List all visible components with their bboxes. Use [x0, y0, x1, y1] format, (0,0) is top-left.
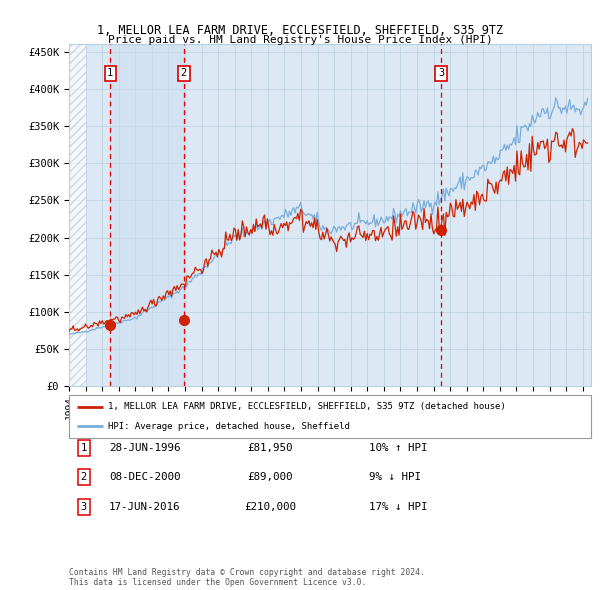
- Bar: [69, 44, 86, 386]
- Bar: [69, 44, 86, 386]
- Text: 1: 1: [107, 68, 113, 78]
- Text: 2: 2: [80, 473, 87, 482]
- Text: 3: 3: [438, 68, 445, 78]
- Text: 08-DEC-2000: 08-DEC-2000: [109, 473, 181, 482]
- Text: 28-JUN-1996: 28-JUN-1996: [109, 443, 181, 453]
- Text: 2: 2: [181, 68, 187, 78]
- Text: 17-JUN-2016: 17-JUN-2016: [109, 502, 181, 512]
- Text: £89,000: £89,000: [247, 473, 293, 482]
- Text: 17% ↓ HPI: 17% ↓ HPI: [369, 502, 428, 512]
- Text: Price paid vs. HM Land Registry's House Price Index (HPI): Price paid vs. HM Land Registry's House …: [107, 35, 493, 45]
- Text: £210,000: £210,000: [244, 502, 296, 512]
- Text: HPI: Average price, detached house, Sheffield: HPI: Average price, detached house, Shef…: [108, 422, 350, 431]
- Text: Contains HM Land Registry data © Crown copyright and database right 2024.
This d: Contains HM Land Registry data © Crown c…: [69, 568, 425, 587]
- Text: £81,950: £81,950: [247, 443, 293, 453]
- Text: 1, MELLOR LEA FARM DRIVE, ECCLESFIELD, SHEFFIELD, S35 9TZ (detached house): 1, MELLOR LEA FARM DRIVE, ECCLESFIELD, S…: [108, 402, 506, 411]
- Text: 1, MELLOR LEA FARM DRIVE, ECCLESFIELD, SHEFFIELD, S35 9TZ: 1, MELLOR LEA FARM DRIVE, ECCLESFIELD, S…: [97, 24, 503, 37]
- Text: 1: 1: [80, 443, 87, 453]
- Text: 10% ↑ HPI: 10% ↑ HPI: [369, 443, 428, 453]
- FancyBboxPatch shape: [69, 395, 591, 438]
- Text: 3: 3: [80, 502, 87, 512]
- Bar: [110, 44, 184, 386]
- Text: 9% ↓ HPI: 9% ↓ HPI: [369, 473, 421, 482]
